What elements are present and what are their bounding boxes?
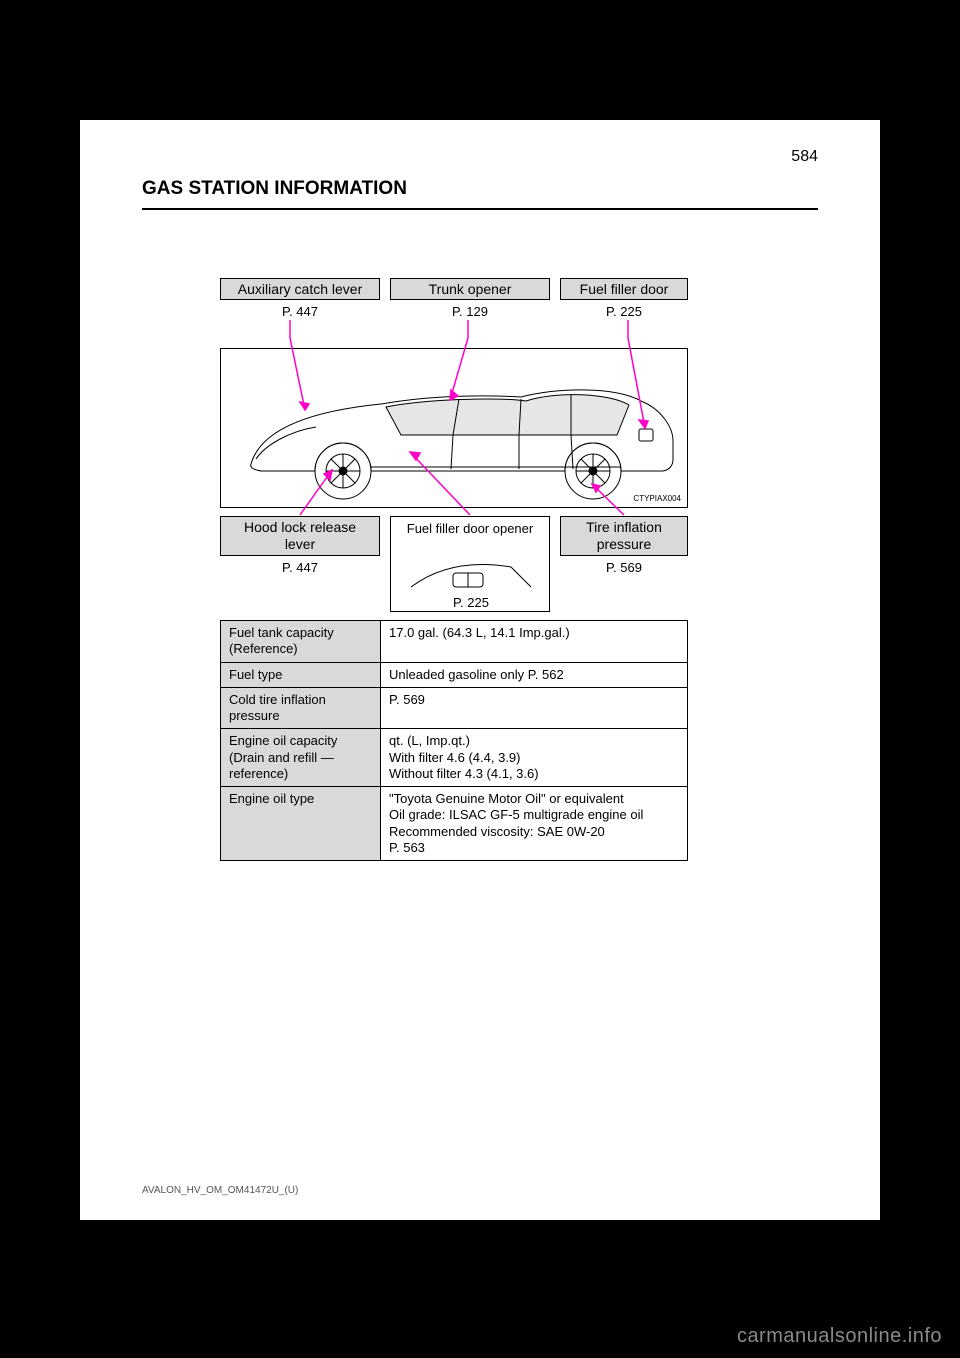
spec-val: 17.0 gal. (64.3 L, 14.1 Imp.gal.) [381,621,687,662]
label-hood-release: Hood lock release lever [220,516,380,556]
table-row: Engine oil capacity (Drain and refill — … [221,729,687,787]
diagram-code: CTYPIAX004 [633,494,681,503]
spec-val: P. 569 [381,688,687,729]
table-row: Fuel tank capacity (Reference) 17.0 gal.… [221,621,687,663]
section-title: GAS STATION INFORMATION [142,178,407,200]
label-aux-catch-lever: Auxiliary catch lever [220,278,380,300]
page-number: 584 [791,148,818,166]
page-ref-fuel-door: P. 225 [560,304,688,319]
page-ref-opener: P. 225 [391,595,551,610]
label-text: Auxiliary catch lever [238,281,363,298]
table-row: Fuel type Unleaded gasoline only P. 562 [221,663,687,688]
page-ref-trunk: P. 129 [390,304,550,319]
table-row: Cold tire inflation pressure P. 569 [221,688,687,730]
footer-code: AVALON_HV_OM_OM41472U_(U) [142,1185,298,1196]
label-text: Trunk opener [429,281,512,298]
manual-page: 584 GAS STATION INFORMATION Auxiliary ca… [80,120,880,1220]
watermark: carmanualsonline.info [737,1325,942,1348]
label-tire-pressure: Tire inflation pressure [560,516,688,556]
spec-val: Unleaded gasoline only P. 562 [381,663,687,687]
label-text: Tire inflation pressure [567,519,681,553]
spec-key: Fuel tank capacity (Reference) [221,621,381,662]
table-row: Engine oil type "Toyota Genuine Motor Oi… [221,787,687,860]
label-fuel-door: Fuel filler door [560,278,688,300]
spec-key: Fuel type [221,663,381,687]
label-text: Hood lock release lever [227,519,373,553]
spec-key: Engine oil capacity (Drain and refill — … [221,729,381,786]
car-illustration [221,349,689,509]
label-trunk-opener: Trunk opener [390,278,550,300]
spec-key: Cold tire inflation pressure [221,688,381,729]
spec-table: Fuel tank capacity (Reference) 17.0 gal.… [220,620,688,861]
spec-key: Engine oil type [221,787,381,860]
spec-val: qt. (L, Imp.qt.) With filter 4.6 (4.4, 3… [381,729,687,786]
vehicle-diagram: CTYPIAX004 [220,348,688,508]
spec-val: "Toyota Genuine Motor Oil" or equivalent… [381,787,687,860]
page-ref-tire: P. 569 [560,560,688,575]
label-text: Fuel filler door [580,281,669,298]
fuel-opener-inset: Fuel filler door opener P. 225 [390,516,550,612]
section-rule [142,208,818,210]
page-ref-hood: P. 447 [220,560,380,575]
page-ref-aux: P. 447 [220,304,380,319]
